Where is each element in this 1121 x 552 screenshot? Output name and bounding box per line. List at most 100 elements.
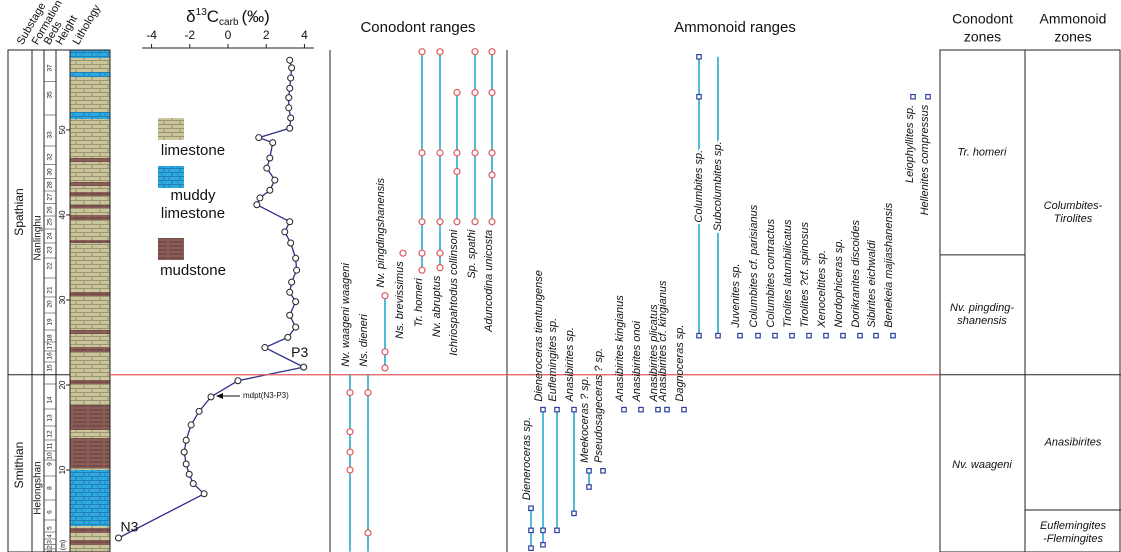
lithology-band — [70, 292, 110, 296]
carbon-point — [114, 534, 122, 542]
bed-label: 13 — [47, 414, 54, 422]
lithology-frame — [69, 49, 111, 552]
occurrence — [681, 406, 687, 413]
lithology-band — [70, 182, 110, 186]
bed-label: 24 — [47, 232, 54, 240]
carbon-point — [234, 377, 242, 385]
carbon-point — [187, 421, 195, 429]
occurrence — [571, 406, 577, 413]
bed-label: 3 — [47, 540, 54, 544]
carbon-point — [286, 311, 294, 319]
species-label: Nv. pingdingshanensis — [375, 177, 387, 287]
species-label: Dorikranites discoides — [850, 220, 862, 328]
zone-header: zones — [964, 29, 1001, 45]
zone-header: zones — [1054, 29, 1091, 45]
carbon-curve — [118, 60, 305, 539]
occurrence — [488, 48, 496, 56]
bed-label: 35 — [47, 91, 54, 99]
species-label: Anasibirites cf. kingianus — [657, 280, 669, 403]
lithology-band — [70, 112, 110, 119]
carbon-point — [292, 298, 300, 306]
bed-label: 15 — [47, 364, 54, 372]
species-label: Leiophyllites sp. — [904, 105, 916, 183]
occurrence — [488, 149, 496, 157]
carbon-point — [286, 84, 294, 92]
occurrence — [715, 332, 721, 339]
carbon-point — [195, 407, 203, 415]
bed-label: 2 — [47, 545, 54, 549]
species-label: Anasibirites plicatus — [648, 304, 660, 403]
species-label: Meekoceras ? sp. — [579, 376, 591, 463]
species-label: Anasibirites kingianus — [614, 295, 626, 403]
carbon-tick-label: -2 — [184, 28, 195, 42]
height-tick-label: 50 — [58, 125, 67, 134]
carbon-point — [200, 490, 208, 498]
zone-label: shanensis — [957, 315, 1007, 327]
bed-label: 25 — [47, 218, 54, 226]
occurrence — [772, 332, 778, 339]
occurrence — [381, 292, 389, 300]
occurrence — [488, 218, 496, 226]
occurrence — [471, 149, 479, 157]
occurrence — [381, 364, 389, 372]
carbon-point — [292, 323, 300, 331]
occurrence — [806, 332, 812, 339]
lithology-band — [70, 50, 110, 58]
carbon-point — [182, 460, 190, 468]
panel-title: Conodont ranges — [360, 19, 475, 36]
height-tick-label: 30 — [58, 295, 67, 304]
occurrence — [436, 249, 444, 257]
carbon-point — [182, 436, 190, 444]
carbon-point — [287, 74, 295, 82]
species-label: Nv. waageni waageni — [340, 262, 352, 366]
carbon-point — [281, 228, 289, 236]
bed-label: 9 — [47, 462, 54, 466]
bed-label: 20 — [47, 300, 54, 308]
species-label: Ns. brevissimus — [394, 261, 406, 339]
carbon-point — [286, 124, 294, 132]
species-label: Xenoceltites sp. — [816, 250, 828, 329]
occurrence — [453, 149, 461, 157]
bed-label: 26 — [47, 206, 54, 214]
bed-label: 6 — [47, 510, 54, 514]
carbon-point — [180, 448, 188, 456]
species-label: Sp. spathi — [466, 229, 478, 278]
carbon-point — [288, 278, 296, 286]
occurrence — [528, 527, 534, 534]
bed-label: 37 — [47, 64, 54, 72]
lithology-band — [70, 347, 110, 352]
carbon-tick-label: 0 — [225, 28, 232, 42]
occurrence — [346, 466, 354, 474]
occurrence — [873, 332, 879, 339]
formation-label: Nanlinghu — [33, 215, 44, 260]
title-part: carb — [219, 17, 239, 28]
species-label: Dagnoceras sp. — [674, 325, 686, 402]
carbon-point — [286, 218, 294, 226]
occurrence — [436, 149, 444, 157]
title-part: 13 — [196, 7, 208, 18]
annotation: N3 — [120, 519, 138, 535]
title-part: (‰) — [242, 7, 270, 26]
occurrence — [453, 218, 461, 226]
lithology-band — [70, 215, 110, 220]
occurrence — [586, 468, 592, 474]
species-label: Dieneroceras sp. — [521, 417, 533, 500]
occurrence — [418, 218, 426, 226]
carbon-point — [256, 194, 264, 202]
occurrence — [696, 93, 702, 100]
occurrence — [418, 249, 426, 257]
species-label: Sibirites eichwaldi — [866, 240, 878, 328]
carbon-point — [271, 176, 279, 184]
carbon-point — [300, 363, 308, 371]
bed-label: 5 — [47, 526, 54, 530]
legend-label: muddy — [170, 187, 216, 204]
occurrence — [638, 406, 644, 413]
occurrence — [737, 332, 743, 339]
mdpt-arrowhead — [216, 393, 223, 399]
carbon-point — [253, 201, 261, 209]
legend-swatch — [158, 166, 184, 188]
height-tick-label: 20 — [58, 380, 67, 389]
occurrence — [655, 406, 661, 413]
species-label: Ichriospahtodus collinsoni — [448, 229, 460, 356]
carbon-point — [263, 164, 271, 172]
